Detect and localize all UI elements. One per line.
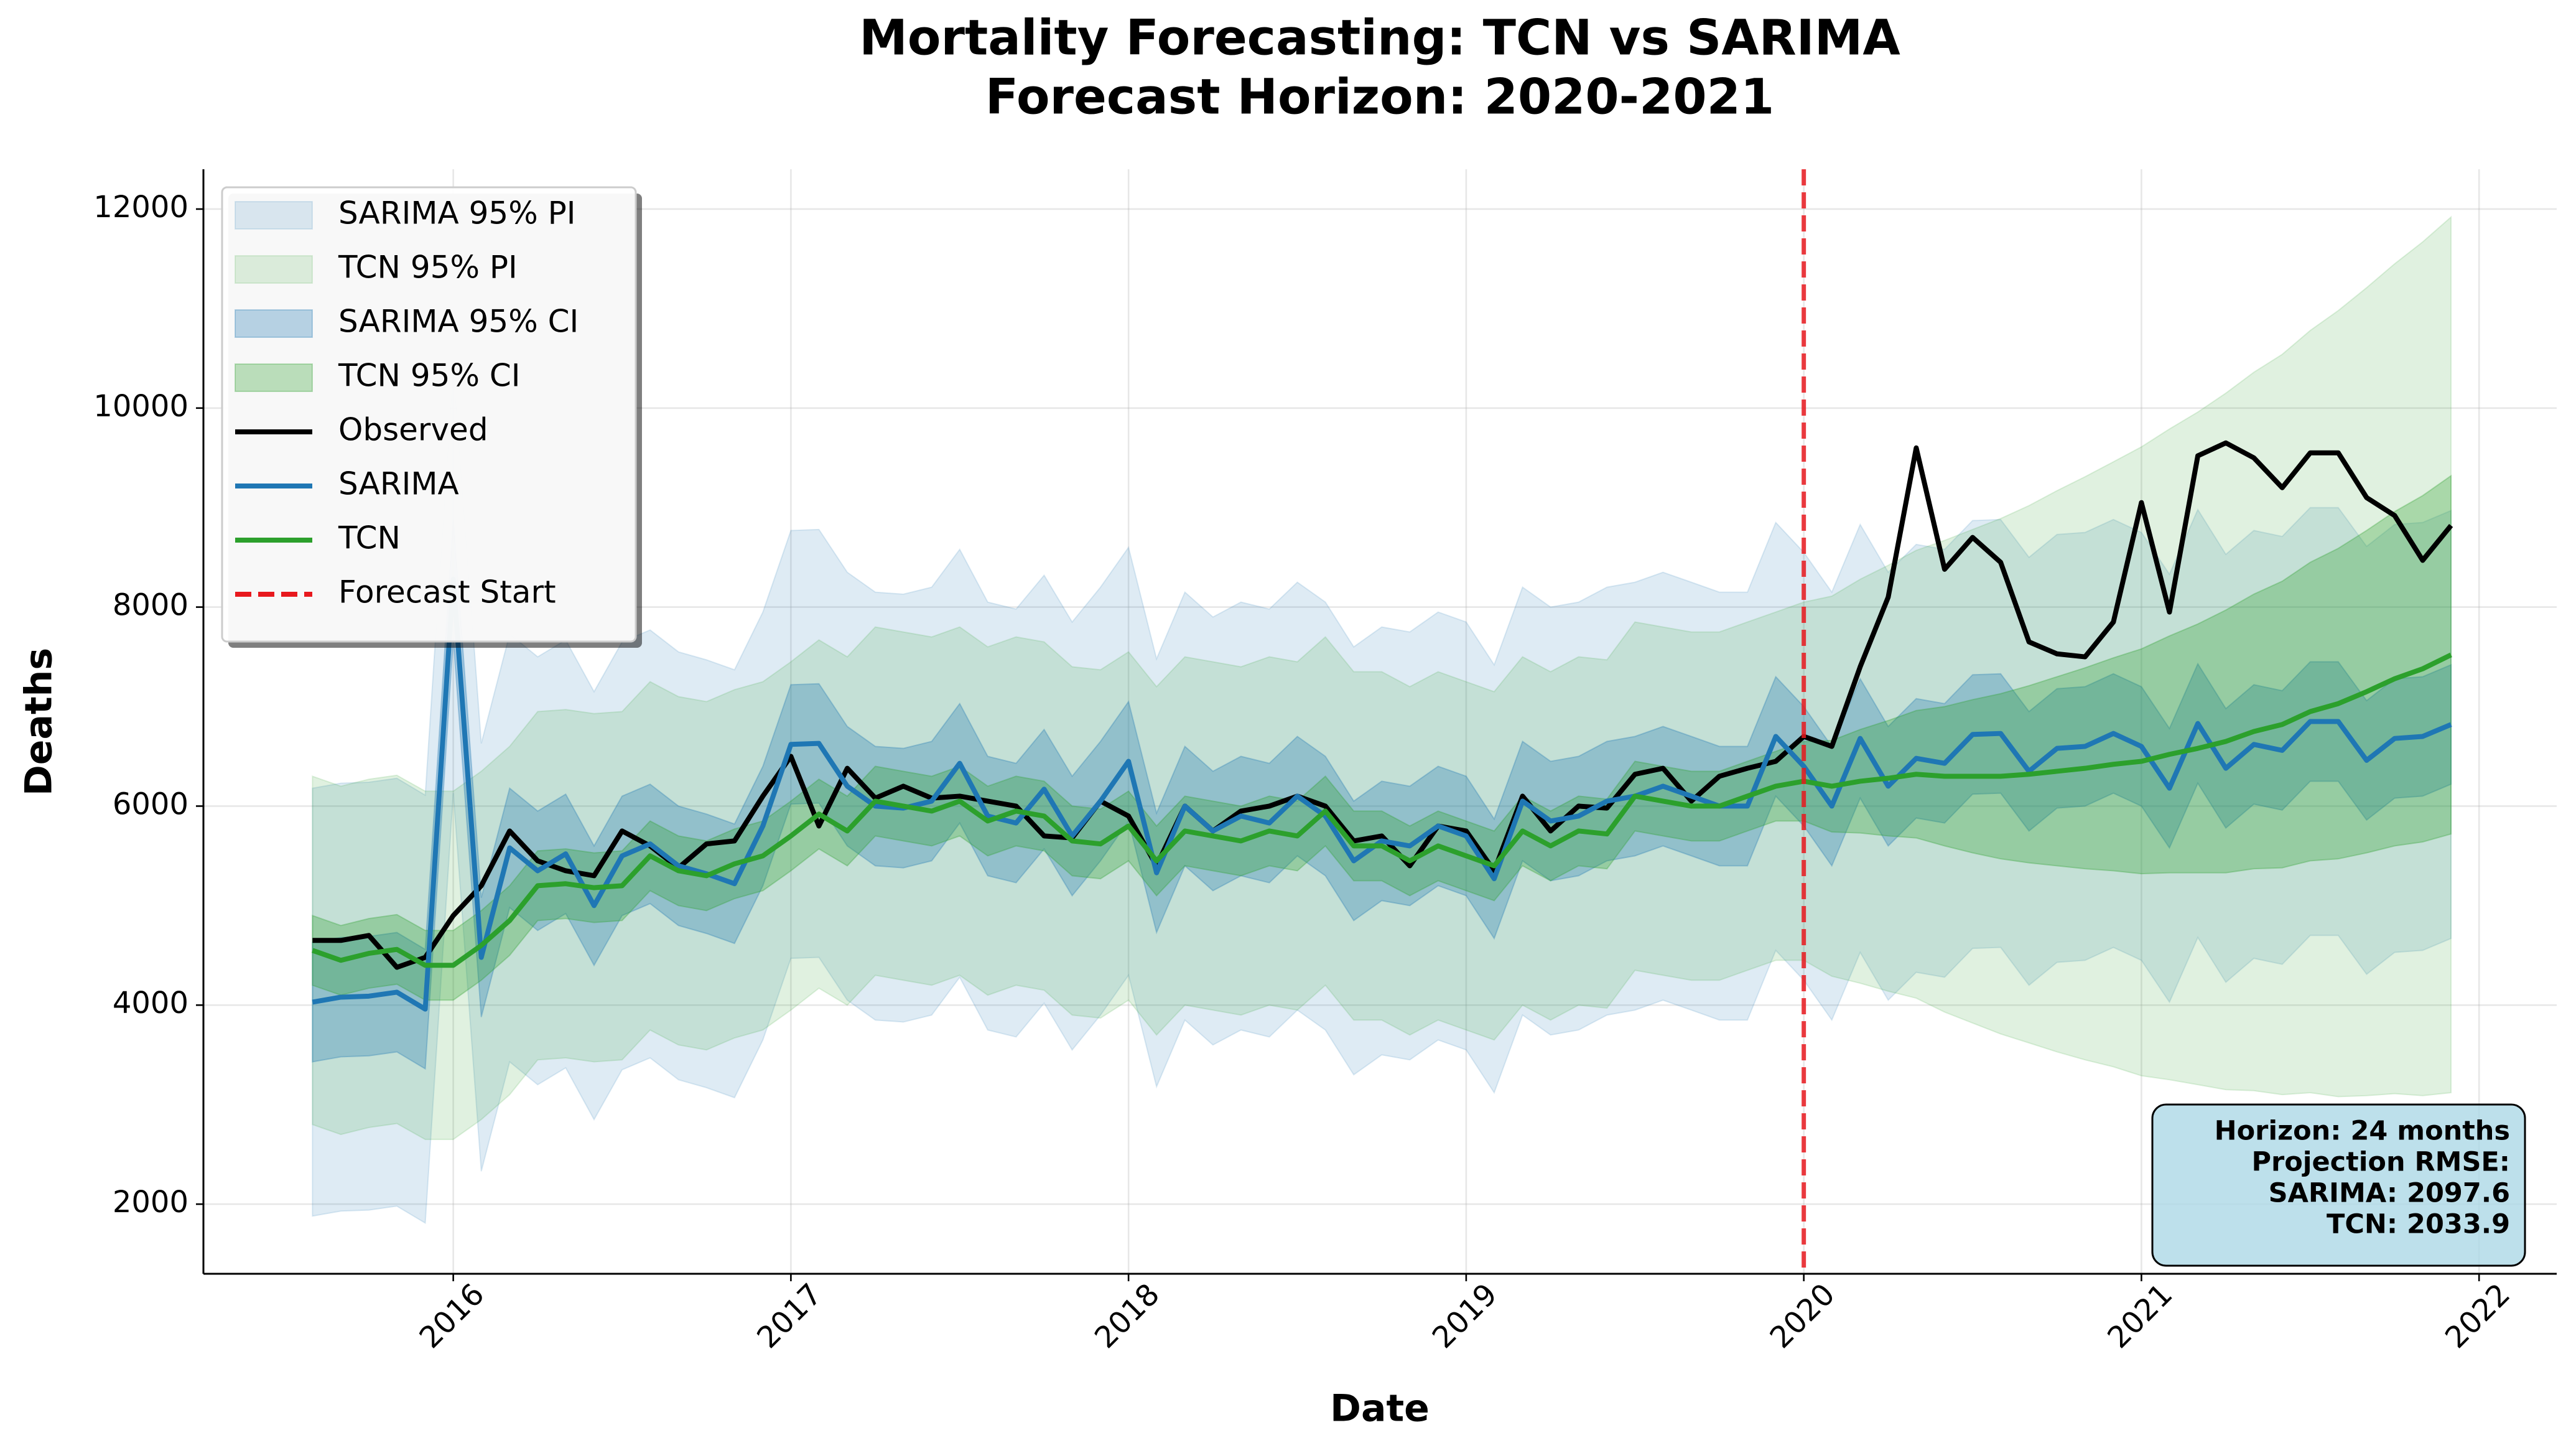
y-tick-label: 4000 — [113, 986, 188, 1021]
x-axis-label: Date — [1330, 1387, 1430, 1431]
annotation-text: Projection RMSE: — [2251, 1147, 2510, 1178]
legend-label: SARIMA 95% PI — [338, 195, 576, 231]
chart-title: Mortality Forecasting: TCN vs SARIMA — [859, 10, 1900, 66]
legend-swatch — [235, 363, 313, 392]
series-line — [311, 652, 2452, 968]
legend: SARIMA 95% PI TCN 95% PI SARIMA 95% CI TCN … — [221, 186, 642, 648]
legend-label: TCN 95% CI — [338, 358, 521, 394]
y-axis-label: Deaths — [17, 648, 61, 796]
legend-swatch — [235, 309, 313, 338]
interval-band — [312, 365, 2452, 1225]
y-tick-label: 12000 — [93, 190, 188, 225]
annotation-text: TCN: 2033.9 — [2327, 1209, 2510, 1240]
legend-swatch — [235, 255, 313, 284]
legend-label: Forecast Start — [338, 574, 556, 610]
y-tick-label: 2000 — [113, 1185, 188, 1220]
legend-label: Observed — [338, 412, 488, 448]
annotation-text: Horizon: 24 months — [2215, 1116, 2510, 1147]
annotation-text: SARIMA: 2097.6 — [2269, 1178, 2510, 1209]
legend-label: SARIMA — [338, 466, 459, 502]
legend-label: SARIMA 95% CI — [338, 304, 579, 340]
legend-box — [221, 186, 637, 643]
y-tick-label: 10000 — [93, 389, 188, 424]
annotation-background — [2151, 1103, 2526, 1267]
legend-swatch — [235, 201, 313, 230]
interval-band — [312, 474, 2452, 1001]
y-tick-label: 8000 — [113, 588, 188, 623]
interval-band — [312, 519, 2452, 1070]
chart-subtitle: Forecast Horizon: 2020-2021 — [985, 69, 1774, 125]
legend-label: TCN 95% PI — [338, 250, 518, 286]
legend-label: TCN — [338, 520, 401, 556]
y-tick-label: 6000 — [113, 787, 188, 821]
interval-band — [312, 215, 2452, 1141]
series-line — [312, 576, 2452, 1012]
